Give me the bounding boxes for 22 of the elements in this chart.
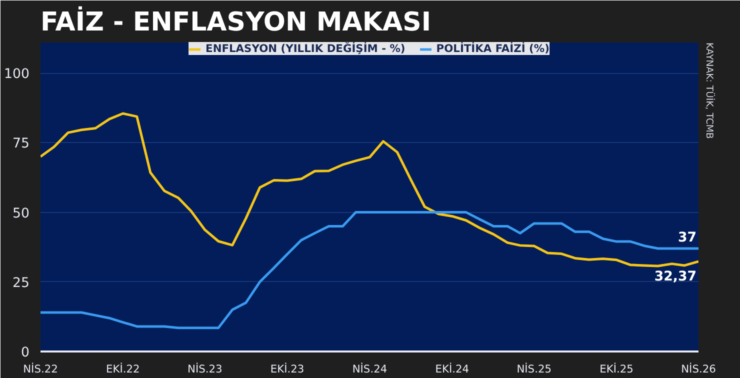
- x-tick-label: EKİ.25: [600, 362, 634, 376]
- x-tick-label: EKİ.22: [106, 362, 140, 376]
- x-tick-label: NİS.23: [187, 362, 222, 376]
- chart-title: FAİZ - ENFLASYON MAKASI: [40, 6, 431, 38]
- y-tick-label: 25: [12, 276, 30, 291]
- x-tick-label: NİS.24: [352, 362, 388, 376]
- y-tick-label: 100: [4, 67, 30, 82]
- y-tick-label: 50: [12, 206, 30, 222]
- data-label: 32,37: [654, 269, 697, 284]
- x-tick-label: EKİ.23: [270, 362, 304, 376]
- data-label: 37: [678, 230, 697, 246]
- legend-label: POLİTİKA FAİZİ (%): [436, 42, 550, 55]
- y-tick-label: 0: [21, 346, 30, 360]
- x-tick-label: EKİ.24: [435, 362, 470, 376]
- line-series: [40, 211, 698, 330]
- text: KAYNAK: TÜİK, TCMB: [704, 42, 716, 139]
- y-tick-label: 75: [12, 136, 30, 152]
- line-series: [40, 112, 698, 268]
- x-tick-label: NİS.26: [681, 362, 716, 376]
- legend-label: ENFLASYON (YILLIK DEĞİŞİM - %): [206, 42, 406, 55]
- x-tick-label: NİS.22: [23, 362, 58, 376]
- x-tick-label: NİS.25: [516, 362, 552, 376]
